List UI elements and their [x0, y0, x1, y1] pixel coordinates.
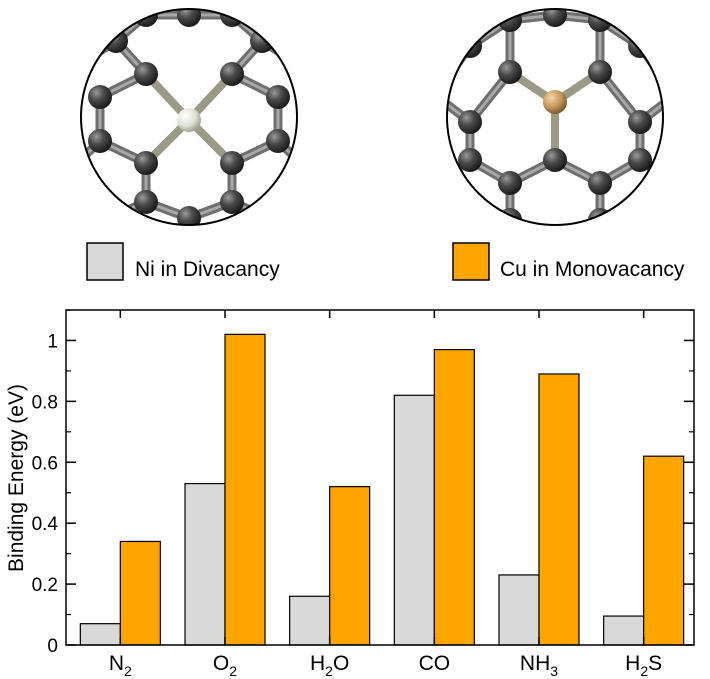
x-axis: N2 O2 H2O CO NH3 H2S: [109, 310, 662, 679]
ni-carbon-atom: [134, 190, 158, 214]
bar-ni-4: [498, 574, 540, 646]
bar-ni-1: [184, 482, 226, 646]
legend: Ni in Divacancy Cu in Monovacancy: [86, 242, 685, 281]
bar-cu-1: [224, 333, 266, 646]
x-tick-label: N2: [109, 652, 132, 679]
y-tick-label: 0.2: [32, 575, 58, 596]
cu-carbon-atom: [663, 83, 687, 107]
y-tick-label: 0: [47, 636, 58, 657]
bar-ni-5: [603, 615, 645, 646]
y-axis-label: Binding Energy (eV): [5, 384, 28, 572]
ni-carbon-atom: [81, 58, 82, 82]
cu-carbon-atom: [588, 60, 612, 84]
bar-ni-2: [289, 595, 331, 646]
plot-area: 0 0.2 0.4 0.6 0.8 1 N2 O2 H2O CO NH3 H2S Binding E…: [5, 309, 695, 679]
y-axis: 0 0.2 0.4 0.6 0.8 1: [32, 309, 694, 657]
legend-label-ni: Ni in Divacancy: [135, 258, 280, 281]
ni-carbon-atom: [220, 62, 244, 86]
x-tick-label: CO: [419, 652, 451, 675]
x-tick-label: H2S: [625, 652, 662, 679]
cu-bond: [447, 41, 475, 100]
cu-bond-highlight: [638, 44, 663, 97]
cu-carbon-atom: [628, 148, 652, 172]
cu-carbon-atom: [458, 110, 482, 134]
ni-carbon-atom: [88, 129, 112, 153]
x-tick-label: H2O: [310, 652, 349, 679]
ni-carbon-atom: [296, 58, 297, 82]
ni-carbon-atom: [104, 29, 128, 53]
bar-cu-4: [538, 373, 580, 646]
bars: [79, 333, 685, 646]
cu-carbon-atom: [423, 83, 447, 107]
ni-carbon-atom: [296, 158, 297, 182]
y-tick-label: 0.4: [32, 514, 59, 535]
ni-carbon-atom: [177, 9, 201, 27]
cu-carbon-atom: [588, 9, 612, 32]
cu-carbon-atom: [628, 34, 652, 58]
bar-cu-3: [433, 348, 475, 646]
cu-bond: [635, 41, 663, 100]
ni-carbon-atom: [134, 151, 158, 175]
bar-cu-5: [643, 455, 685, 646]
bar-cu-2: [329, 486, 371, 646]
ni-carbon-atom: [266, 85, 290, 109]
cu-bond-highlight: [447, 44, 472, 97]
ni-dopant-atom: [177, 108, 201, 132]
cu-carbon-atom: [588, 171, 612, 195]
cu-carbon-atom: [543, 9, 567, 27]
legend-swatch-cu: [452, 242, 490, 281]
ni-carbon-atom: [250, 203, 274, 225]
cu-carbon-atom: [458, 34, 482, 58]
ni-carbon-atom: [220, 151, 244, 175]
cu-carbon-atom: [458, 148, 482, 172]
ni-divacancy-structure: [80, 8, 298, 226]
legend-swatch-ni: [86, 242, 124, 281]
cu-carbon-atom: [498, 60, 522, 84]
bar-ni-3: [393, 394, 435, 646]
bar-ni-0: [79, 623, 121, 646]
cu-dopant-atom: [543, 90, 567, 114]
cu-carbon-atom: [498, 171, 522, 195]
ni-carbon-atom: [134, 62, 158, 86]
cu-carbon-atom: [628, 110, 652, 134]
y-tick-label: 1: [47, 331, 58, 352]
cu-carbon-atom: [498, 9, 522, 32]
ni-carbon-atom: [88, 85, 112, 109]
y-tick-label: 0.6: [32, 453, 58, 474]
y-tick-label: 0.8: [32, 392, 58, 413]
cu-carbon-atom: [663, 173, 687, 197]
bar-cu-0: [119, 540, 161, 646]
legend-entry-ni: Ni in Divacancy: [86, 242, 280, 281]
cu-carbon-atom: [543, 148, 567, 172]
cu-monovacancy-structure: [423, 8, 687, 226]
ni-carbon-atom: [220, 190, 244, 214]
x-tick-label: NH3: [520, 652, 558, 679]
legend-entry-cu: Cu in Monovacancy: [452, 242, 685, 281]
ni-carbon-atom: [81, 158, 82, 182]
ni-carbon-atom: [104, 203, 128, 225]
ni-carbon-atom: [250, 29, 274, 53]
cu-carbon-atom: [423, 173, 447, 197]
x-tick-label: O2: [213, 652, 237, 679]
ni-carbon-atom: [177, 206, 201, 225]
ni-carbon-atom: [266, 129, 290, 153]
plot-frame: [65, 309, 695, 646]
legend-label-cu: Cu in Monovacancy: [500, 258, 685, 281]
